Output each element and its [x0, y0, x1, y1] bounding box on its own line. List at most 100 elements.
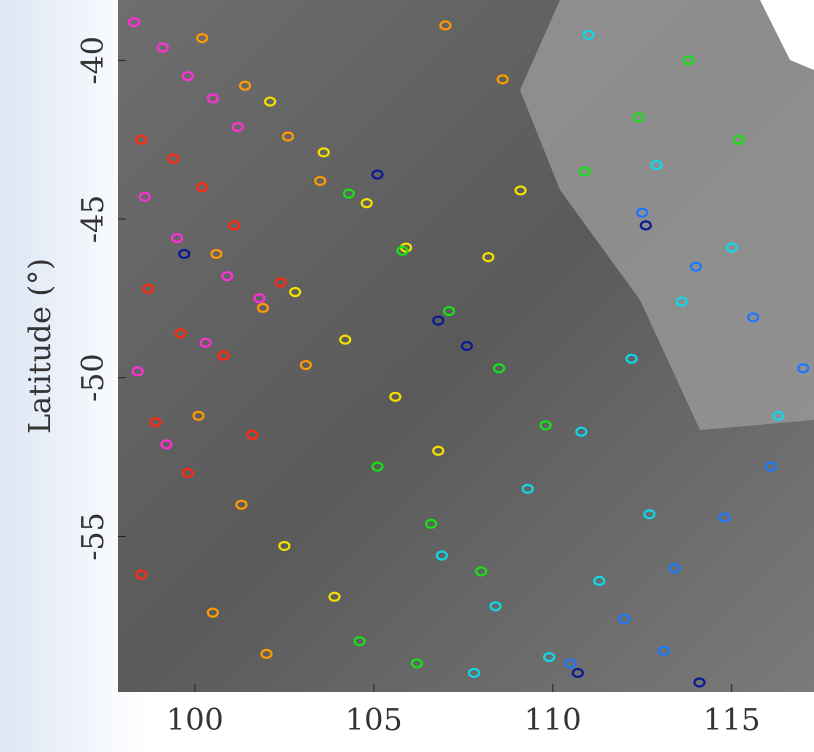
- data-point: [657, 645, 670, 656]
- data-point: [643, 509, 656, 520]
- data-point: [342, 188, 355, 199]
- data-point: [482, 252, 495, 263]
- data-point: [360, 198, 373, 209]
- data-point: [747, 312, 760, 323]
- data-point: [160, 439, 173, 450]
- data-point: [442, 305, 456, 317]
- data-point: [199, 337, 212, 348]
- data-point: [246, 429, 259, 440]
- data-point: [571, 667, 584, 679]
- data-point: [167, 153, 180, 164]
- data-point: [299, 359, 312, 371]
- data-point: [174, 328, 187, 339]
- data-point: [235, 499, 248, 510]
- data-point: [772, 410, 785, 421]
- data-point: [689, 261, 703, 272]
- data-point: [514, 185, 527, 196]
- data-point: [371, 169, 384, 180]
- data-point: [582, 29, 595, 41]
- data-point: [221, 271, 234, 282]
- data-point: [178, 248, 191, 260]
- data-point: [432, 315, 445, 326]
- data-point: [593, 575, 606, 586]
- data-point: [260, 648, 273, 660]
- data-point: [314, 175, 327, 187]
- data-point: [725, 242, 738, 253]
- data-point: [539, 420, 552, 431]
- data-point: [142, 283, 155, 294]
- data-point: [432, 445, 445, 456]
- data-point: [206, 93, 219, 104]
- data-point: [467, 667, 481, 679]
- data-point: [396, 245, 409, 256]
- y-tick-label: -40: [76, 36, 111, 84]
- data-point: [149, 417, 162, 428]
- data-point: [181, 71, 194, 82]
- y-tick-label: -50: [76, 354, 111, 402]
- data-point: [668, 563, 681, 574]
- data-point: [389, 391, 402, 402]
- data-point: [228, 220, 241, 231]
- data-point: [675, 296, 688, 307]
- data-point: [131, 366, 144, 377]
- data-point: [195, 182, 209, 193]
- data-point: [256, 302, 270, 314]
- data-point: [192, 410, 205, 421]
- data-point: [439, 20, 452, 31]
- data-point: [625, 353, 638, 364]
- data-point: [206, 607, 219, 618]
- data-point: [339, 334, 352, 345]
- data-point: [578, 166, 592, 177]
- data-point: [135, 569, 148, 580]
- y-tick-label: -55: [76, 512, 111, 560]
- data-point: [278, 540, 291, 552]
- data-point: [496, 74, 509, 85]
- data-point: [732, 134, 745, 145]
- data-point: [281, 131, 295, 142]
- y-axis-label: Latitude (°): [23, 258, 58, 434]
- data-point: [425, 518, 438, 529]
- data-point: [371, 461, 384, 472]
- data-point: [632, 112, 645, 123]
- data-point: [289, 286, 302, 298]
- x-tick-label: 105: [345, 703, 402, 738]
- x-tick-label: 115: [703, 703, 760, 738]
- data-point: [253, 293, 266, 304]
- data-point: [170, 232, 184, 244]
- data-point: [543, 651, 556, 663]
- map-light-region: [520, 0, 814, 430]
- data-point: [475, 566, 488, 577]
- data-point: [231, 121, 244, 133]
- data-point: [263, 96, 277, 107]
- data-point: [128, 17, 141, 28]
- data-point: [797, 363, 810, 374]
- data-point: [650, 159, 663, 171]
- data-point: [317, 147, 330, 158]
- data-point: [493, 363, 506, 374]
- data-point: [435, 550, 448, 561]
- data-point: [718, 512, 731, 523]
- data-point: [217, 350, 230, 361]
- data-point: [181, 467, 194, 479]
- data-point: [636, 207, 649, 218]
- data-point: [353, 636, 366, 647]
- data-point: [138, 191, 151, 202]
- data-point: [764, 461, 778, 472]
- data-point: [639, 220, 652, 231]
- data-point: [210, 248, 223, 260]
- data-point: [564, 658, 577, 669]
- data-point: [521, 483, 534, 494]
- data-point: [135, 134, 148, 145]
- data-point: [575, 426, 588, 437]
- data-point: [460, 340, 473, 352]
- x-tick-label: 110: [524, 703, 581, 738]
- data-point: [274, 277, 287, 288]
- data-point: [618, 613, 631, 625]
- x-tick-label: 100: [166, 703, 223, 738]
- data-point: [410, 658, 423, 669]
- data-point: [156, 42, 169, 53]
- data-point: [328, 591, 341, 602]
- y-tick-label: -45: [76, 195, 111, 243]
